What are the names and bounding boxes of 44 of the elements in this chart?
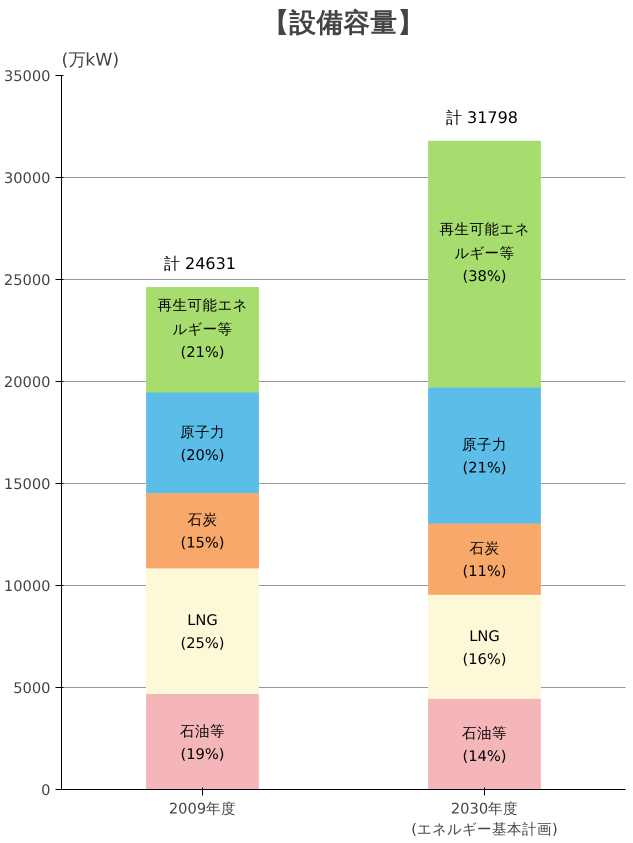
- annotation: (25%): [180, 635, 225, 652]
- series-label: 原子力: [180, 424, 225, 441]
- x-tick-label: 2009年度: [168, 800, 236, 818]
- series-label: 再生可能エネルギー等: [158, 296, 248, 338]
- y-tick-label: 30000: [4, 170, 50, 187]
- bar: [146, 568, 259, 694]
- annotation: (20%): [180, 446, 225, 464]
- y-tick-label: 15000: [4, 476, 50, 493]
- bar: [428, 698, 541, 790]
- x-tick-label: 2030年度 (エネルギー基本計画): [411, 800, 558, 838]
- text: 石油等: [180, 722, 225, 740]
- annotation: (11%): [462, 563, 507, 580]
- annotation: (14%): [462, 748, 507, 766]
- chart-title: 【設備容量】: [262, 8, 424, 38]
- y-tick-label: 35000: [4, 68, 50, 85]
- annotation: (16%): [462, 650, 507, 668]
- text: 石炭: [188, 512, 218, 529]
- bar: [146, 694, 259, 790]
- text: 再生可能エネルギー等: [440, 221, 530, 262]
- y-tick-label: 25000: [4, 272, 50, 289]
- y-axis-title: (万kW): [62, 50, 120, 70]
- total-label: 計 31798: [446, 108, 518, 127]
- series-label: LNG: [469, 628, 500, 645]
- annotation: (21%): [462, 459, 507, 476]
- text: LNG: [187, 612, 218, 630]
- bar: [428, 523, 541, 595]
- bar: [428, 140, 541, 388]
- bar: [146, 493, 259, 568]
- text: 原子力: [462, 436, 507, 454]
- series-label: 石炭: [470, 540, 500, 558]
- total-label: 計 24631: [164, 254, 236, 274]
- annotation: (38%): [462, 268, 507, 285]
- series-label: 石油等: [462, 725, 507, 742]
- y-tick-label: 5000: [13, 680, 51, 697]
- annotation: (15%): [180, 534, 225, 552]
- annotation: (19%): [180, 746, 225, 763]
- bar: [428, 594, 541, 699]
- bar: [146, 287, 259, 393]
- y-tick-label: 0: [41, 782, 51, 799]
- annotation: (21%): [180, 344, 225, 361]
- bar: [146, 392, 259, 494]
- bar: [428, 387, 541, 524]
- y-tick-label: 10000: [4, 578, 50, 595]
- y-tick-label: 20000: [4, 374, 50, 391]
